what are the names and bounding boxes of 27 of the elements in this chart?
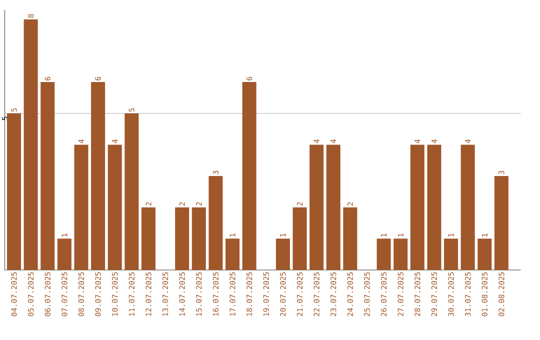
bar (175, 207, 190, 270)
bar (343, 207, 358, 270)
bar (326, 144, 340, 270)
bar (91, 82, 106, 270)
bar (242, 82, 256, 270)
bar (57, 238, 72, 270)
bar (376, 238, 391, 270)
bar (7, 113, 22, 270)
bar (141, 207, 156, 270)
bar (494, 176, 508, 270)
bar (310, 144, 324, 270)
bar (394, 238, 408, 270)
bar (292, 207, 307, 270)
bar (226, 238, 240, 270)
bar (444, 238, 458, 270)
bar (478, 238, 492, 270)
bar (208, 176, 223, 270)
bar (24, 19, 38, 270)
bar (427, 144, 442, 270)
bar (410, 144, 424, 270)
bar (74, 144, 88, 270)
bar (40, 82, 55, 270)
bar (460, 144, 475, 270)
bar (124, 113, 139, 270)
bar (276, 238, 290, 270)
bar (192, 207, 206, 270)
bar (108, 144, 122, 270)
